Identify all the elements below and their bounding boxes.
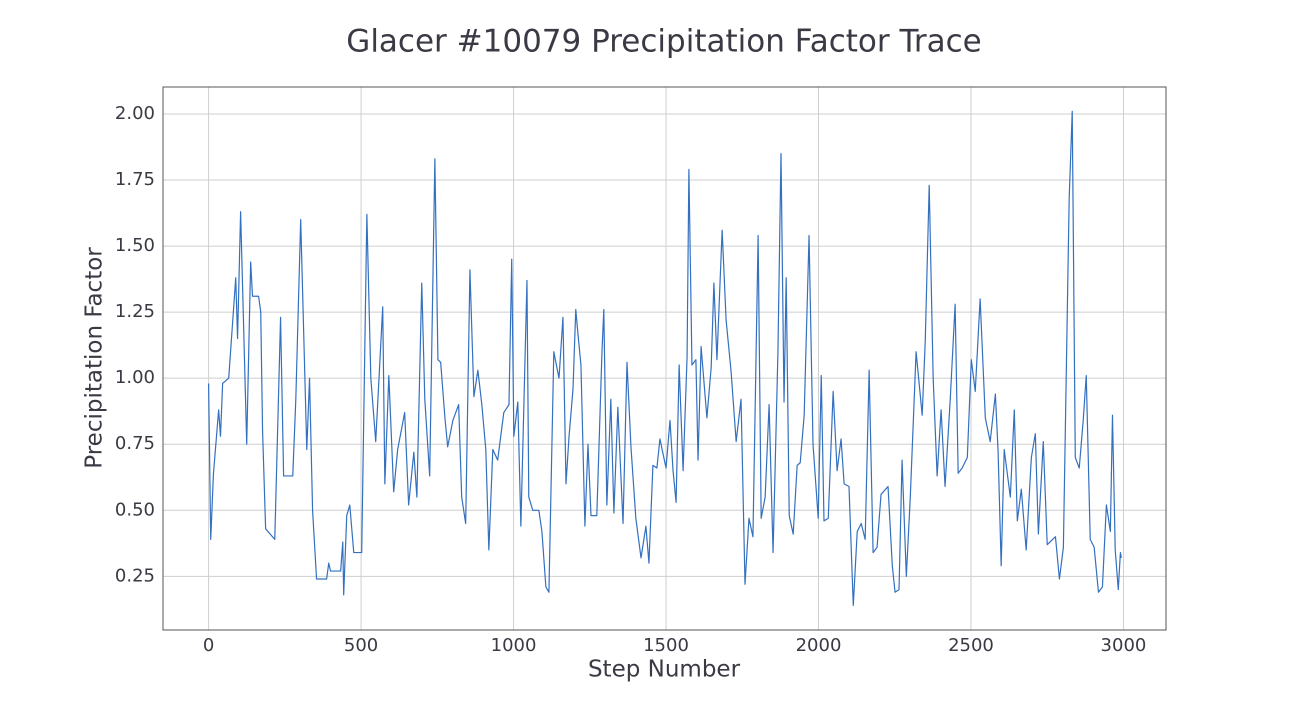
x-tick-label: 2000 [796,635,842,656]
y-tick-label: 1.50 [115,235,155,256]
y-tick-label: 1.00 [115,367,155,388]
x-tick-label: 2500 [948,635,994,656]
y-tick-label: 2.00 [115,103,155,124]
y-tick-label: 0.25 [115,565,155,586]
trace-line [207,110,1122,607]
y-tick-label: 1.25 [115,301,155,322]
y-axis-label: Precipitation Factor [82,247,108,469]
grid [163,87,1166,630]
x-tick-label: 500 [344,635,378,656]
x-tick-label: 1500 [643,635,689,656]
x-tick-label: 1000 [491,635,537,656]
y-tick-label: 0.75 [115,433,155,454]
x-tick-label: 0 [203,635,214,656]
x-tick-label: 3000 [1101,635,1147,656]
y-tick-label: 0.50 [115,499,155,520]
plot-frame [162,86,1167,631]
y-tick-label: 1.75 [115,169,155,190]
x-axis-label: Step Number [588,657,741,683]
chart-title: Glacer #10079 Precipitation Factor Trace [346,24,981,60]
